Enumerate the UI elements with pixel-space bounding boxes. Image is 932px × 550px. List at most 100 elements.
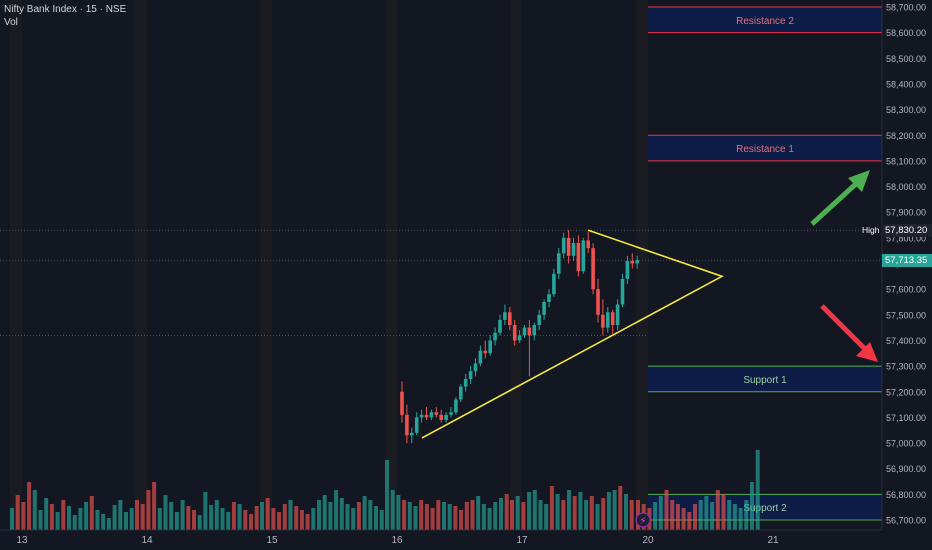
volume-bar [157, 508, 162, 530]
volume-bar [368, 500, 373, 530]
volume-bar [612, 490, 617, 530]
volume-bar [419, 500, 424, 530]
zone-label-2: Support 1 [743, 375, 787, 386]
future-area [648, 0, 882, 530]
candle-body [615, 304, 620, 326]
candle-body [424, 414, 429, 418]
zone-1 [648, 135, 882, 161]
price-tick-label: 58,500.00 [886, 54, 926, 64]
volume-bar [351, 508, 356, 530]
volume-bar [629, 500, 634, 530]
volume-bar [675, 504, 680, 530]
volume-bar [152, 482, 157, 530]
volume-bar [260, 502, 264, 530]
volume-bar [282, 504, 287, 530]
candle-body [488, 340, 492, 354]
candle-body [601, 314, 605, 328]
candle-body [557, 253, 561, 274]
candle-body [419, 414, 424, 418]
volume-bar [249, 514, 253, 530]
candle-body [561, 237, 566, 254]
volume-bar [220, 508, 225, 530]
candle-body [468, 371, 473, 379]
volume-bar [44, 498, 49, 530]
volume-bar [101, 514, 106, 530]
volume-bar [487, 508, 492, 530]
candle-body [596, 289, 600, 315]
volume-bar [681, 508, 686, 530]
volume-bar [277, 512, 282, 530]
volume-bar [430, 508, 435, 530]
volume-bar [561, 500, 566, 530]
price-tick-label: 58,000.00 [886, 182, 926, 192]
price-tick-label: 57,400.00 [886, 336, 926, 346]
candle-body [498, 319, 502, 333]
volume-bar [95, 510, 100, 530]
price-tick-label: 56,800.00 [886, 490, 926, 500]
volume-bar [738, 508, 743, 530]
volume-bar [32, 490, 37, 530]
candle-body [473, 363, 478, 372]
volume-bar [21, 502, 26, 530]
zone-label-1: Resistance 1 [736, 144, 794, 155]
volume-bar [532, 490, 537, 530]
candle-body [493, 332, 497, 341]
candle-body [410, 432, 414, 436]
price-tick-label: 58,200.00 [886, 131, 926, 141]
session-column-4 [510, 0, 522, 530]
volume-bar [299, 510, 304, 530]
volume-bar [589, 496, 594, 530]
volume-bar [436, 500, 441, 530]
price-tick-label: 58,300.00 [886, 105, 926, 115]
volume-bar [407, 502, 412, 530]
price-tick-label: 57,800.00 [886, 233, 926, 243]
volume-bar [755, 450, 760, 530]
volume-bar [345, 504, 350, 530]
candle-body [625, 260, 630, 279]
volume-bar [470, 500, 475, 530]
volume-bar [146, 490, 151, 530]
volume-bar [385, 460, 389, 530]
green-arrow-shaft [810, 180, 860, 226]
volume-bar [555, 494, 560, 530]
candle-body [571, 242, 576, 256]
price-tick-label: 57,200.00 [886, 387, 926, 397]
volume-bar [294, 506, 299, 530]
candle-body [405, 414, 409, 436]
volume-bar [311, 508, 316, 530]
candle-body [400, 391, 404, 415]
price-tick-label: 58,700.00 [886, 3, 926, 13]
price-tick-label: 56,900.00 [886, 464, 926, 474]
candle-body [439, 414, 443, 420]
volume-bar [402, 500, 407, 530]
time-tick-label: 15 [266, 535, 278, 546]
volume-bar [732, 504, 737, 530]
volume-bar [89, 496, 94, 530]
volume-bar [447, 504, 452, 530]
candle-body [454, 399, 458, 413]
candle-body [478, 350, 483, 364]
candle-body [566, 237, 571, 256]
volume-bar [169, 502, 174, 530]
volume-bar [584, 500, 589, 530]
volume-bar [390, 490, 395, 530]
volume-bar [328, 502, 333, 530]
volume-bar [413, 506, 418, 530]
volume-bar [305, 514, 310, 530]
volume-bar [744, 500, 749, 530]
volume-bar [374, 506, 378, 530]
volume-bar [493, 502, 498, 530]
volume-bar [544, 504, 549, 530]
volume-bar [715, 490, 720, 530]
volume-bar [476, 496, 481, 530]
volume-bar [106, 518, 111, 530]
high-price-tag: 57,830.20 [882, 224, 932, 238]
volume-bar [504, 494, 509, 530]
volume-bar [15, 495, 20, 530]
candle-body [527, 327, 532, 336]
volume-bar [453, 506, 458, 530]
price-tick-label: 57,600.00 [886, 285, 926, 295]
candle-body [581, 240, 586, 272]
